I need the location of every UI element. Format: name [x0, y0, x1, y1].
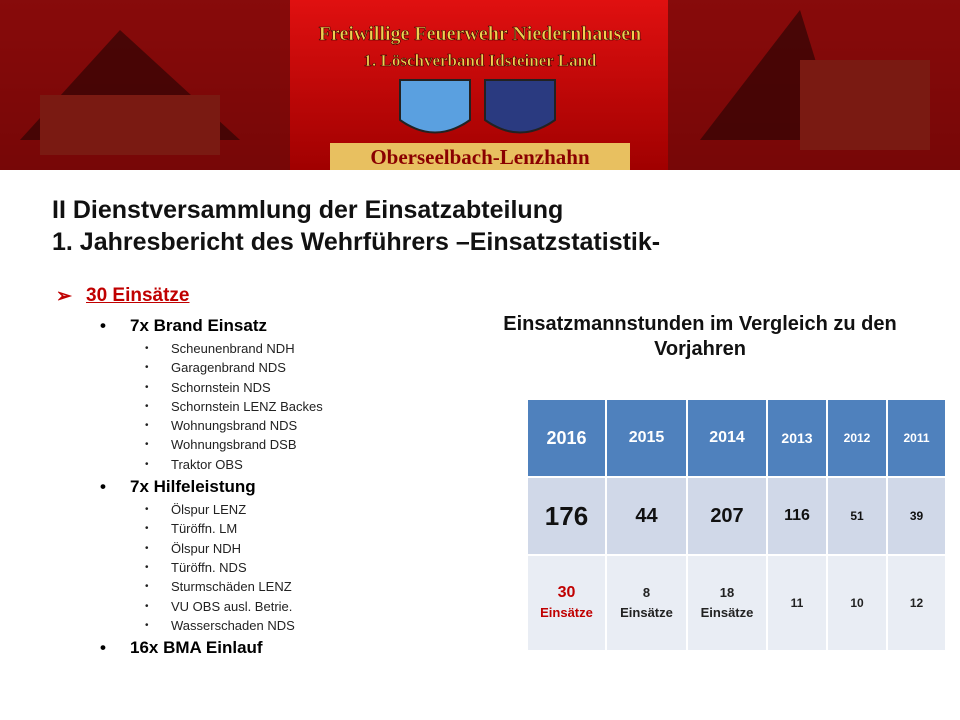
title: 1. Jahresbericht des Wehrführers –Einsat…	[52, 228, 661, 256]
header-cell: 2015	[605, 398, 688, 478]
count-cell: 10	[826, 554, 888, 652]
list-item: VU OBS ausl. Betrie.	[56, 597, 476, 616]
list-item: Schornstein NDS	[56, 378, 476, 397]
count-line: 11	[790, 596, 804, 610]
banner-place: Oberseelbach-Lenzhahn	[370, 145, 590, 169]
header-cell: 2013	[766, 398, 828, 478]
list-item: Wohnungsbrand DSB	[56, 435, 476, 454]
count-line: Einsätze	[700, 605, 754, 620]
list-item: Scheunenbrand NDH	[56, 339, 476, 358]
banner: Freiwillige Feuerwehr Niedernhausen 1. L…	[0, 0, 960, 170]
table-caption: Einsatzmannstunden im Vergleich zu den V…	[503, 313, 897, 360]
count-line: 30	[557, 584, 576, 601]
count-row: 30 Einsätze 8 Einsätze 18 Einsätze 11 10 12	[526, 554, 947, 652]
table: 2016 2015 2014 2013 2012 2011 176 44 207 116 51 39 3…	[526, 398, 947, 652]
list-item: Schornstein LENZ Backes	[56, 397, 476, 416]
hours-cell: 44	[605, 476, 688, 556]
banner-line: 1. Löschverband Idsteiner Land	[363, 51, 597, 70]
count-line: Einsätze	[620, 605, 673, 620]
hours-cell: 51	[826, 476, 888, 556]
list-item: Wohnungsbrand NDS	[56, 416, 476, 435]
hours-cell: 207	[686, 476, 768, 556]
list-item: Ölspur NDH	[56, 539, 476, 558]
count-line: 10	[850, 596, 864, 610]
hours-row: 176 44 207 116 51 39	[526, 476, 947, 556]
count-cell: 8 Einsätze	[605, 554, 688, 652]
group-label: 7x Hilfeleistung	[56, 474, 476, 500]
header-cell: 2011	[886, 398, 947, 478]
count-line: 12	[909, 596, 924, 610]
group-label: 16x BMA Einlauf	[56, 635, 476, 661]
count-line: 18	[719, 585, 735, 600]
header-cell: 2016	[526, 398, 607, 478]
count-cell: 12	[886, 554, 947, 652]
hours-cell: 39	[886, 476, 947, 556]
hours-cell: 116	[766, 476, 828, 556]
title: II Dienstversammlung der Einsatzabteilun…	[52, 196, 564, 224]
list-item: Türöffn. NDS	[56, 558, 476, 577]
list-item: Garagenbrand NDS	[56, 358, 476, 377]
list-item: Traktor OBS	[56, 455, 476, 474]
list-item: Ölspur LENZ	[56, 500, 476, 519]
list-item: Wasserschaden NDS	[56, 616, 476, 635]
count-cell: 11	[766, 554, 828, 652]
count-cell: 18 Einsätze	[686, 554, 768, 652]
header-cell: 2014	[686, 398, 768, 478]
list-heading: 30 Einsätze	[56, 285, 476, 313]
group-label: 7x Brand Einsatz	[56, 313, 476, 339]
list-item: Türöffn. LM	[56, 519, 476, 538]
count-line: Einsätze	[540, 605, 593, 620]
banner-line: Freiwillige Feuerwehr Niedernhausen	[319, 23, 642, 45]
hours-cell: 176	[526, 476, 607, 556]
count-line: 8	[642, 585, 651, 600]
header-cell: 2012	[826, 398, 888, 478]
header-row: 2016 2015 2014 2013 2012 2011	[526, 398, 947, 478]
list: 30 Einsätze7x Brand EinsatzScheunenbrand…	[56, 285, 476, 661]
list-item: Sturmschäden LENZ	[56, 577, 476, 596]
count-cell: 30 Einsätze	[526, 554, 607, 652]
